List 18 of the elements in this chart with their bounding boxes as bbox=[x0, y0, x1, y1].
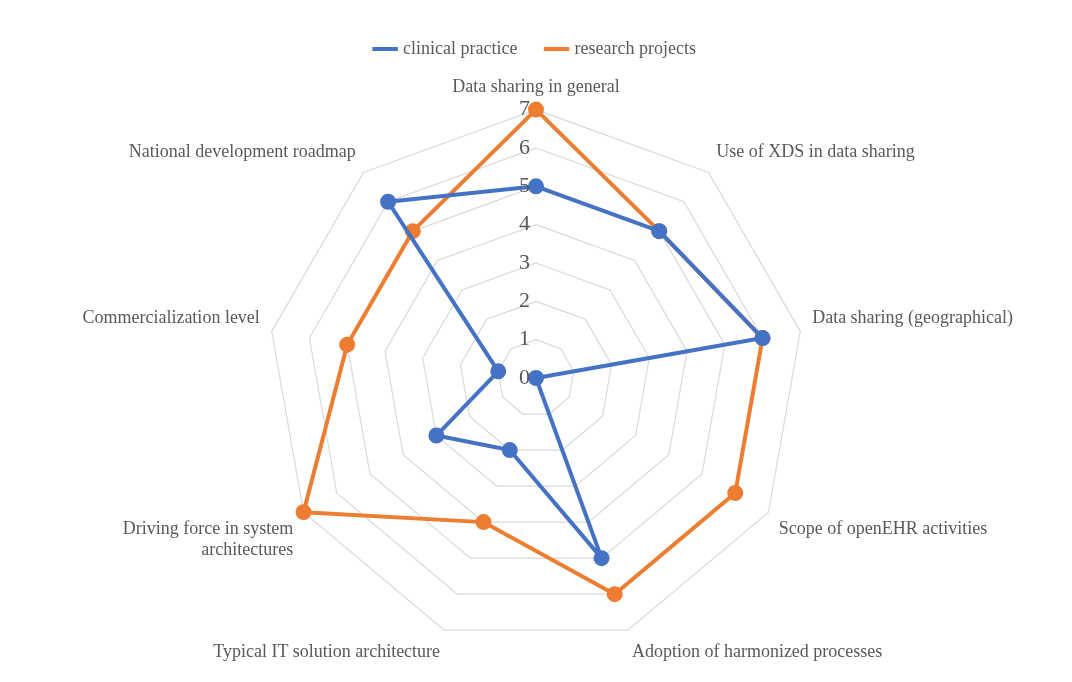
y-tick-label: 3 bbox=[519, 248, 530, 274]
spoke-label: Driving force in system architectures bbox=[122, 517, 294, 560]
y-tick-label: 4 bbox=[519, 210, 530, 236]
spoke-label: Typical IT solution architecture bbox=[213, 641, 441, 662]
spoke-label: Adoption of harmonized processes bbox=[631, 641, 883, 662]
y-tick-label: 0 bbox=[519, 363, 530, 389]
spoke-label: Commercialization level bbox=[82, 307, 260, 328]
y-tick-label: 2 bbox=[519, 287, 530, 313]
y-tick-label: 7 bbox=[519, 95, 530, 121]
legend-label: research projects bbox=[574, 37, 696, 58]
spoke-label: Scope of openEHR activities bbox=[778, 517, 988, 538]
spoke-label: Data sharing (geographical) bbox=[812, 307, 1014, 329]
spoke-label: National development roadmap bbox=[128, 141, 356, 162]
legend-label: clinical practice bbox=[403, 37, 518, 58]
y-tick-label: 1 bbox=[519, 325, 530, 351]
y-tick-label: 6 bbox=[519, 133, 530, 159]
spoke-label: Data sharing in general bbox=[452, 75, 620, 96]
spoke-label: Use of XDS in data sharing bbox=[716, 141, 915, 162]
